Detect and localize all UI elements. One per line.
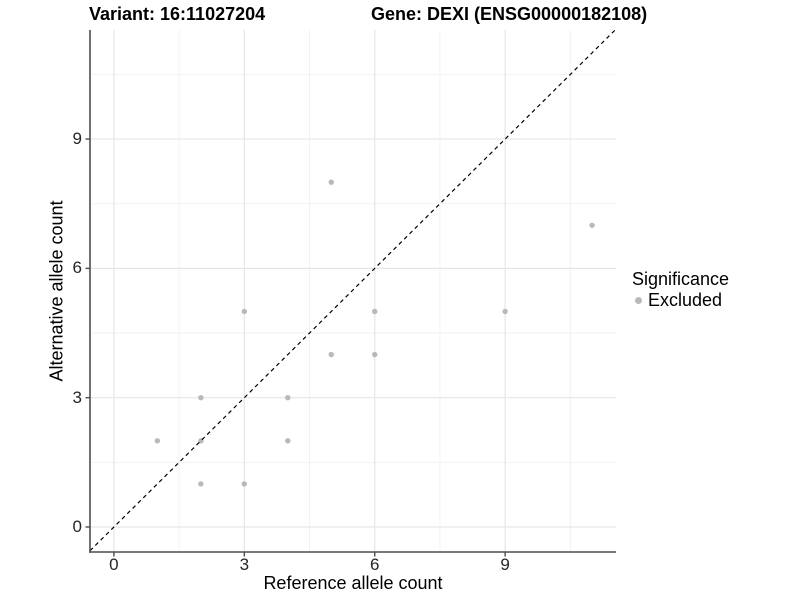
identity-line — [89, 29, 616, 552]
data-point — [328, 179, 334, 185]
x-tick-label: 0 — [109, 555, 119, 574]
y-tick-label: 3 — [72, 387, 82, 407]
y-axis-title: Alternative allele count — [46, 200, 67, 382]
plot-title-gene: Gene: DEXI (ENSG00000182108) — [371, 4, 648, 24]
data-point — [372, 308, 378, 315]
x-axis-title: Reference allele count — [263, 573, 443, 593]
legend-title: Significance — [632, 269, 730, 289]
data-point — [154, 438, 161, 444]
data-point — [502, 308, 508, 315]
data-point — [285, 438, 291, 444]
data-point — [241, 308, 248, 315]
y-tick-label: 0 — [72, 516, 82, 536]
data-point — [241, 481, 248, 487]
x-tick-label: 3 — [239, 555, 250, 574]
data-point — [372, 351, 378, 358]
legend: Significance Excluded — [632, 269, 729, 310]
y-tick-label: 9 — [72, 129, 82, 149]
legend-item-label: Excluded — [648, 290, 723, 310]
legend-item-excluded: Excluded — [632, 290, 729, 310]
data-point — [589, 222, 595, 228]
y-tick-label: 6 — [72, 258, 82, 278]
data-point — [285, 394, 291, 401]
data-point — [328, 351, 334, 358]
data-point — [198, 481, 204, 487]
data-point — [198, 394, 204, 401]
x-tick-label: 6 — [370, 555, 380, 574]
plot-title-variant: Variant: 16:11027204 — [89, 4, 266, 24]
x-tick-label: 9 — [500, 555, 510, 574]
legend-key-dot-icon — [635, 296, 642, 304]
